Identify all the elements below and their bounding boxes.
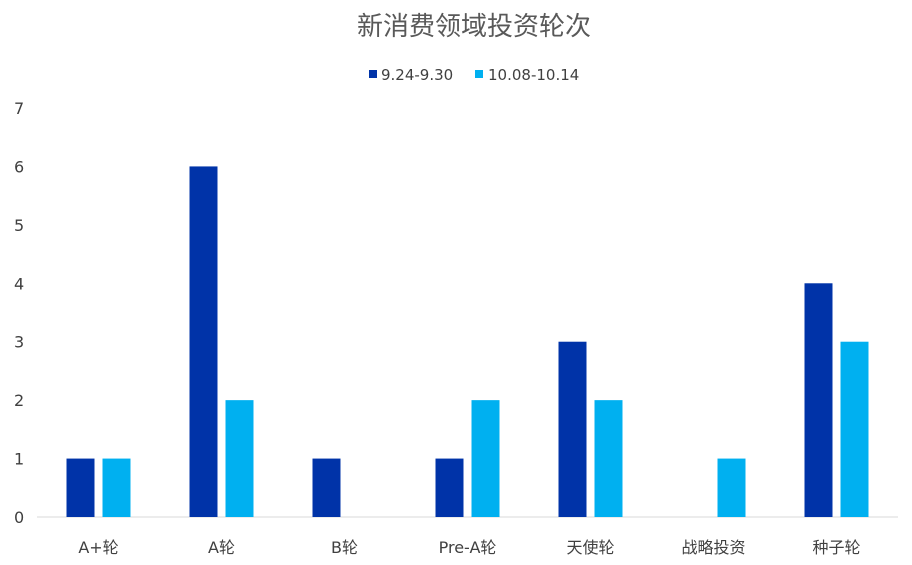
bar-series-2-4 (594, 400, 623, 517)
bar-series-1-4 (558, 341, 587, 517)
bars-group (66, 166, 869, 517)
y-tick-label: 3 (14, 333, 24, 352)
x-tick-label: 种子轮 (812, 538, 860, 557)
legend-label-series-2: 10.08-10.14 (488, 66, 579, 84)
y-tick-label: 7 (14, 99, 24, 118)
legend-swatch-series-1 (369, 70, 377, 78)
bar-series-2-1 (225, 400, 254, 517)
bar-series-1-0 (66, 458, 95, 517)
legend-label-series-1: 9.24-9.30 (381, 66, 453, 84)
x-tick-label: B轮 (331, 538, 358, 557)
x-tick-label: A轮 (208, 538, 235, 557)
y-tick-label: 1 (14, 450, 24, 469)
y-tick-label: 2 (14, 391, 24, 410)
y-tick-label: 6 (14, 157, 24, 176)
y-axis-ticks: 0 1 2 3 4 5 6 7 (14, 99, 24, 527)
x-tick-label: 战略投资 (681, 538, 745, 557)
x-tick-label: A+轮 (78, 538, 118, 557)
bar-series-2-3 (471, 400, 500, 517)
legend-swatch-series-2 (475, 70, 483, 78)
legend: 9.24-9.30 10.08-10.14 (369, 66, 579, 84)
y-tick-label: 0 (14, 508, 24, 527)
x-axis-labels: A+轮 A轮 B轮 Pre-A轮 天使轮 战略投资 种子轮 (78, 538, 860, 557)
bar-series-1-2 (312, 458, 341, 517)
y-tick-label: 4 (14, 274, 24, 293)
x-tick-label: Pre-A轮 (439, 538, 497, 557)
bar-series-1-3 (435, 458, 464, 517)
bar-series-2-5 (717, 458, 746, 517)
x-tick-label: 天使轮 (566, 538, 614, 557)
chart-title: 新消费领域投资轮次 (357, 12, 591, 42)
y-tick-label: 5 (14, 216, 24, 235)
bar-series-1-6 (804, 283, 833, 517)
bar-series-2-6 (840, 341, 869, 517)
bar-series-2-0 (102, 458, 131, 517)
bar-series-1-1 (189, 166, 218, 517)
